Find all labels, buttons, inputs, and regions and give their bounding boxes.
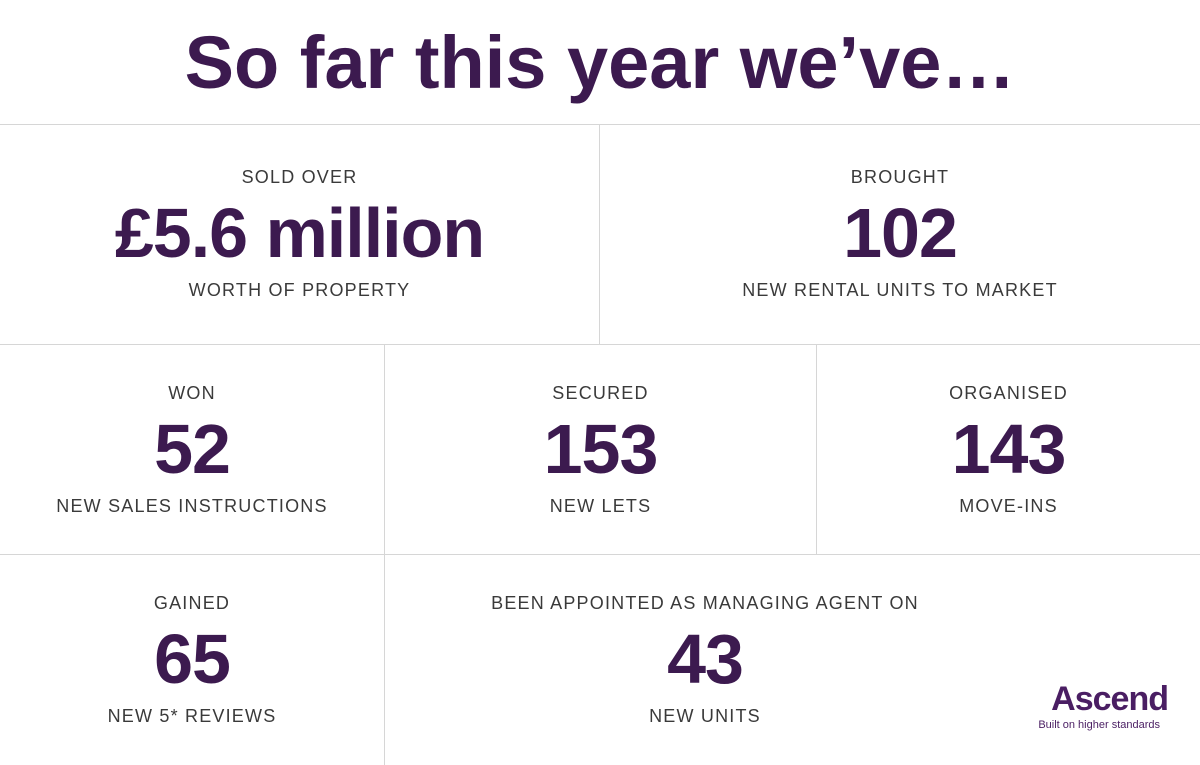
stat-appointed: BEEN APPOINTED AS MANAGING AGENT ON 43 N… bbox=[385, 555, 1025, 765]
stat-won-value: 52 bbox=[154, 409, 231, 488]
divider-col-row2-a bbox=[384, 344, 385, 554]
stat-sold-top: SOLD OVER bbox=[241, 167, 358, 187]
stat-gained-bottom: NEW 5* REVIEWS bbox=[107, 706, 277, 726]
stat-organised-value: 143 bbox=[951, 409, 1067, 488]
stat-gained: GAINED 65 NEW 5* REVIEWS bbox=[0, 555, 384, 765]
stat-gained-value: 65 bbox=[154, 620, 231, 698]
divider-col-row1 bbox=[599, 124, 600, 344]
divider-top bbox=[0, 124, 1200, 125]
stat-brought: BROUGHT 102 NEW RENTAL UNITS TO MARKET bbox=[600, 124, 1200, 344]
ascend-logo: Ascend Built on higher standards bbox=[1038, 680, 1169, 731]
stat-organised-bottom: MOVE-INS bbox=[959, 495, 1058, 516]
logo-wordmark: Ascend bbox=[1051, 680, 1169, 718]
stat-secured-bottom: NEW LETS bbox=[549, 495, 652, 516]
page-title: So far this year we’ve… bbox=[184, 20, 1016, 104]
stat-secured-value: 153 bbox=[543, 409, 659, 488]
divider-col-row3 bbox=[384, 554, 385, 765]
divider-row-2 bbox=[0, 554, 1200, 555]
divider-row-1 bbox=[0, 344, 1200, 345]
divider-col-row2-b bbox=[816, 344, 817, 554]
stat-brought-bottom: NEW RENTAL UNITS TO MARKET bbox=[742, 280, 1058, 300]
stat-appointed-bottom: NEW UNITS bbox=[649, 706, 761, 726]
stat-brought-value: 102 bbox=[843, 194, 958, 272]
stat-won-top: WON bbox=[168, 382, 216, 403]
stat-secured: SECURED 153 NEW LETS bbox=[385, 345, 816, 554]
stat-sold: SOLD OVER £5.6 million WORTH OF PROPERTY bbox=[0, 124, 599, 344]
stat-sold-bottom: WORTH OF PROPERTY bbox=[188, 280, 411, 300]
logo-tagline: Built on higher standards bbox=[1038, 719, 1160, 731]
stat-won: WON 52 NEW SALES INSTRUCTIONS bbox=[0, 345, 384, 554]
stat-gained-top: GAINED bbox=[153, 593, 231, 613]
stat-appointed-value: 43 bbox=[667, 620, 744, 698]
stat-secured-top: SECURED bbox=[552, 382, 649, 403]
stat-brought-top: BROUGHT bbox=[850, 167, 950, 187]
stat-won-bottom: NEW SALES INSTRUCTIONS bbox=[56, 495, 328, 516]
stat-appointed-top: BEEN APPOINTED AS MANAGING AGENT ON bbox=[491, 593, 919, 613]
stat-organised-top: ORGANISED bbox=[949, 382, 1068, 403]
stat-organised: ORGANISED 143 MOVE-INS bbox=[817, 345, 1200, 554]
stat-sold-value: £5.6 million bbox=[114, 194, 485, 272]
